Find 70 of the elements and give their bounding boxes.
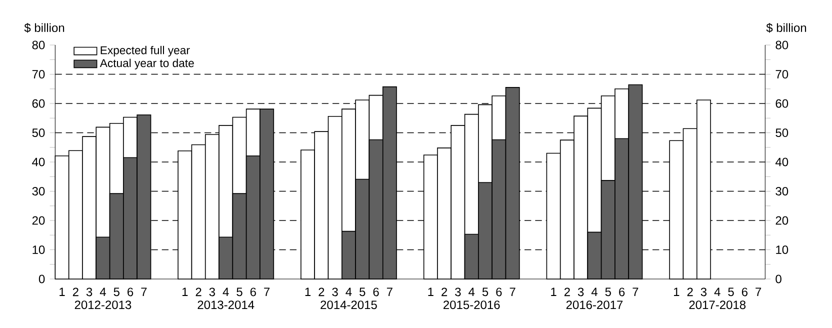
x-tick-label: 3 — [700, 288, 707, 296]
x-tick-label: 2 — [442, 288, 448, 296]
x-tick-label: 1 — [674, 288, 680, 296]
y2-tick-label: 10 — [776, 245, 788, 254]
x-tick-label: 7 — [264, 288, 270, 296]
x-tick-label: 2 — [564, 288, 570, 296]
y-tick-label: 20 — [32, 216, 45, 225]
x-tick-label: 6 — [619, 288, 625, 296]
x-tick-label: 4 — [100, 288, 106, 296]
x-tick-label: 4 — [222, 288, 229, 296]
y2-axis-title: $ billion — [766, 23, 806, 33]
x-tick-label: 6 — [496, 288, 502, 296]
y-tick-label: 40 — [32, 158, 45, 166]
y-tick-label: 50 — [32, 128, 45, 138]
y-tick-label: 30 — [32, 186, 45, 196]
x-tick-label: 6 — [128, 288, 134, 296]
x-tick-label: 3 — [578, 288, 584, 296]
x-tick-label: 2 — [687, 288, 693, 296]
x-tick-label: 3 — [209, 288, 216, 296]
text: 2017-2018 — [689, 300, 746, 310]
x-tick-label: 5 — [482, 288, 488, 296]
x-tick-label: 7 — [386, 288, 392, 296]
x-tick-label: 2 — [318, 288, 324, 296]
text: 2014-2015 — [320, 300, 377, 310]
y2-tick-label: 30 — [776, 186, 788, 196]
x-tick-label: 4 — [346, 288, 352, 296]
legend-label: Expected full year — [100, 46, 190, 56]
y2-tick-label: 60 — [776, 99, 788, 108]
x-tick-label: 1 — [551, 288, 556, 296]
x-tick-label: 3 — [455, 288, 461, 296]
y-tick-label: 80 — [32, 40, 45, 50]
y2-tick-label: 80 — [776, 40, 788, 50]
y2-tick-label: 0 — [776, 274, 782, 284]
text: 2013-2014 — [198, 300, 254, 310]
y2-tick-label: 40 — [775, 158, 788, 166]
x-tick-label: 5 — [114, 288, 120, 296]
y-tick-label: 70 — [32, 70, 45, 79]
x-tick-label: 5 — [236, 288, 242, 296]
x-tick-label: 4 — [591, 288, 598, 296]
x-tick-label: 5 — [605, 288, 611, 296]
x-tick-label: 7 — [510, 288, 516, 296]
y2-tick-label: 50 — [776, 128, 788, 138]
x-tick-label: 2 — [72, 288, 78, 296]
x-tick-label: 5 — [360, 288, 366, 296]
x-tick-label: 2 — [196, 288, 202, 296]
x-tick-label: 4 — [468, 288, 475, 296]
x-tick-label: 7 — [632, 288, 638, 296]
x-tick-label: 3 — [332, 288, 338, 296]
legend-label: Actual year to date — [100, 58, 194, 70]
y-tick-label: 0 — [38, 274, 45, 284]
x-tick-label: 3 — [86, 288, 92, 296]
text: 2015-2016 — [444, 300, 500, 310]
y2-tick-label: 70 — [776, 70, 788, 79]
x-tick-label: 1 — [182, 288, 188, 296]
y2-tick-label: 20 — [776, 216, 788, 225]
text: 2016-2017 — [566, 300, 623, 310]
x-tick-label: 1 — [305, 288, 311, 296]
x-tick-label: 6 — [373, 288, 379, 296]
x-tick-label: 5 — [728, 288, 734, 296]
y-axis-title: $ billion — [24, 23, 64, 33]
x-tick-label: 1 — [60, 288, 65, 296]
x-tick-label: 4 — [714, 288, 720, 296]
x-tick-label: 1 — [428, 288, 434, 296]
x-tick-label: 7 — [141, 288, 147, 296]
x-tick-label: 6 — [742, 288, 748, 296]
x-tick-label: 7 — [756, 288, 762, 296]
x-tick-label: 6 — [250, 288, 256, 296]
text: 2012-2013 — [74, 300, 132, 310]
y-tick-label: 60 — [32, 99, 45, 108]
y-tick-label: 10 — [32, 245, 45, 254]
